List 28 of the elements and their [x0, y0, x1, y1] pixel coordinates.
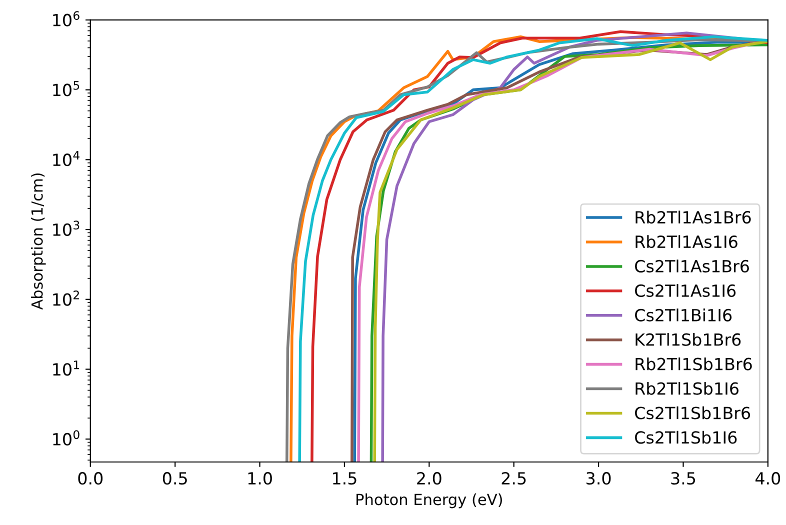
x-tick-label: 2.5: [502, 472, 526, 485]
x-tick-label: 4.0: [755, 472, 780, 485]
legend-label: K2Tl1Sb1Br6: [636, 333, 741, 346]
x-tick-label: 3.5: [671, 472, 696, 485]
legend-label: Cs2Tl1Sb1Br6: [635, 406, 750, 420]
legend-label: Rb2Tl1As1Br6: [636, 210, 751, 224]
legend-label: Cs2Tl1Sb1I6: [635, 430, 737, 444]
x-axis-title: Photon Energy (eV): [356, 493, 502, 508]
x-tick-label: 3.0: [586, 472, 611, 485]
legend-label: Rb2Tl1As1I6: [636, 235, 738, 248]
y-axis-title: Absorption (1/cm): [30, 173, 46, 310]
y-tick-label: 10$^{1}$: [53, 360, 80, 376]
y-tick-label: 10$^{2}$: [53, 290, 79, 306]
x-tick-label: 0.0: [78, 472, 103, 485]
y-tick-label: 10$^{0}$: [53, 430, 80, 446]
x-tick-label: 0.5: [162, 472, 187, 485]
legend-label: Cs2Tl1Bi1I6: [635, 308, 732, 322]
y-tick-label: 10$^{5}$: [53, 81, 80, 96]
x-tick-label: 1.0: [248, 472, 272, 485]
y-tick-label: 10$^{4}$: [53, 150, 80, 166]
legend-label: Rb2Tl1Sb1Br6: [636, 357, 752, 370]
legend-label: Rb2Tl1Sb1I6: [636, 382, 738, 395]
legend-label: Cs2Tl1As1Br6: [635, 260, 749, 273]
y-tick-label: 10$^{6}$: [53, 11, 80, 26]
y-tick-label: 10$^{3}$: [53, 220, 80, 236]
legend-label: Cs2Tl1As1I6: [635, 284, 736, 297]
x-tick-label: 1.5: [333, 472, 356, 485]
x-tick-label: 2.0: [417, 472, 442, 485]
